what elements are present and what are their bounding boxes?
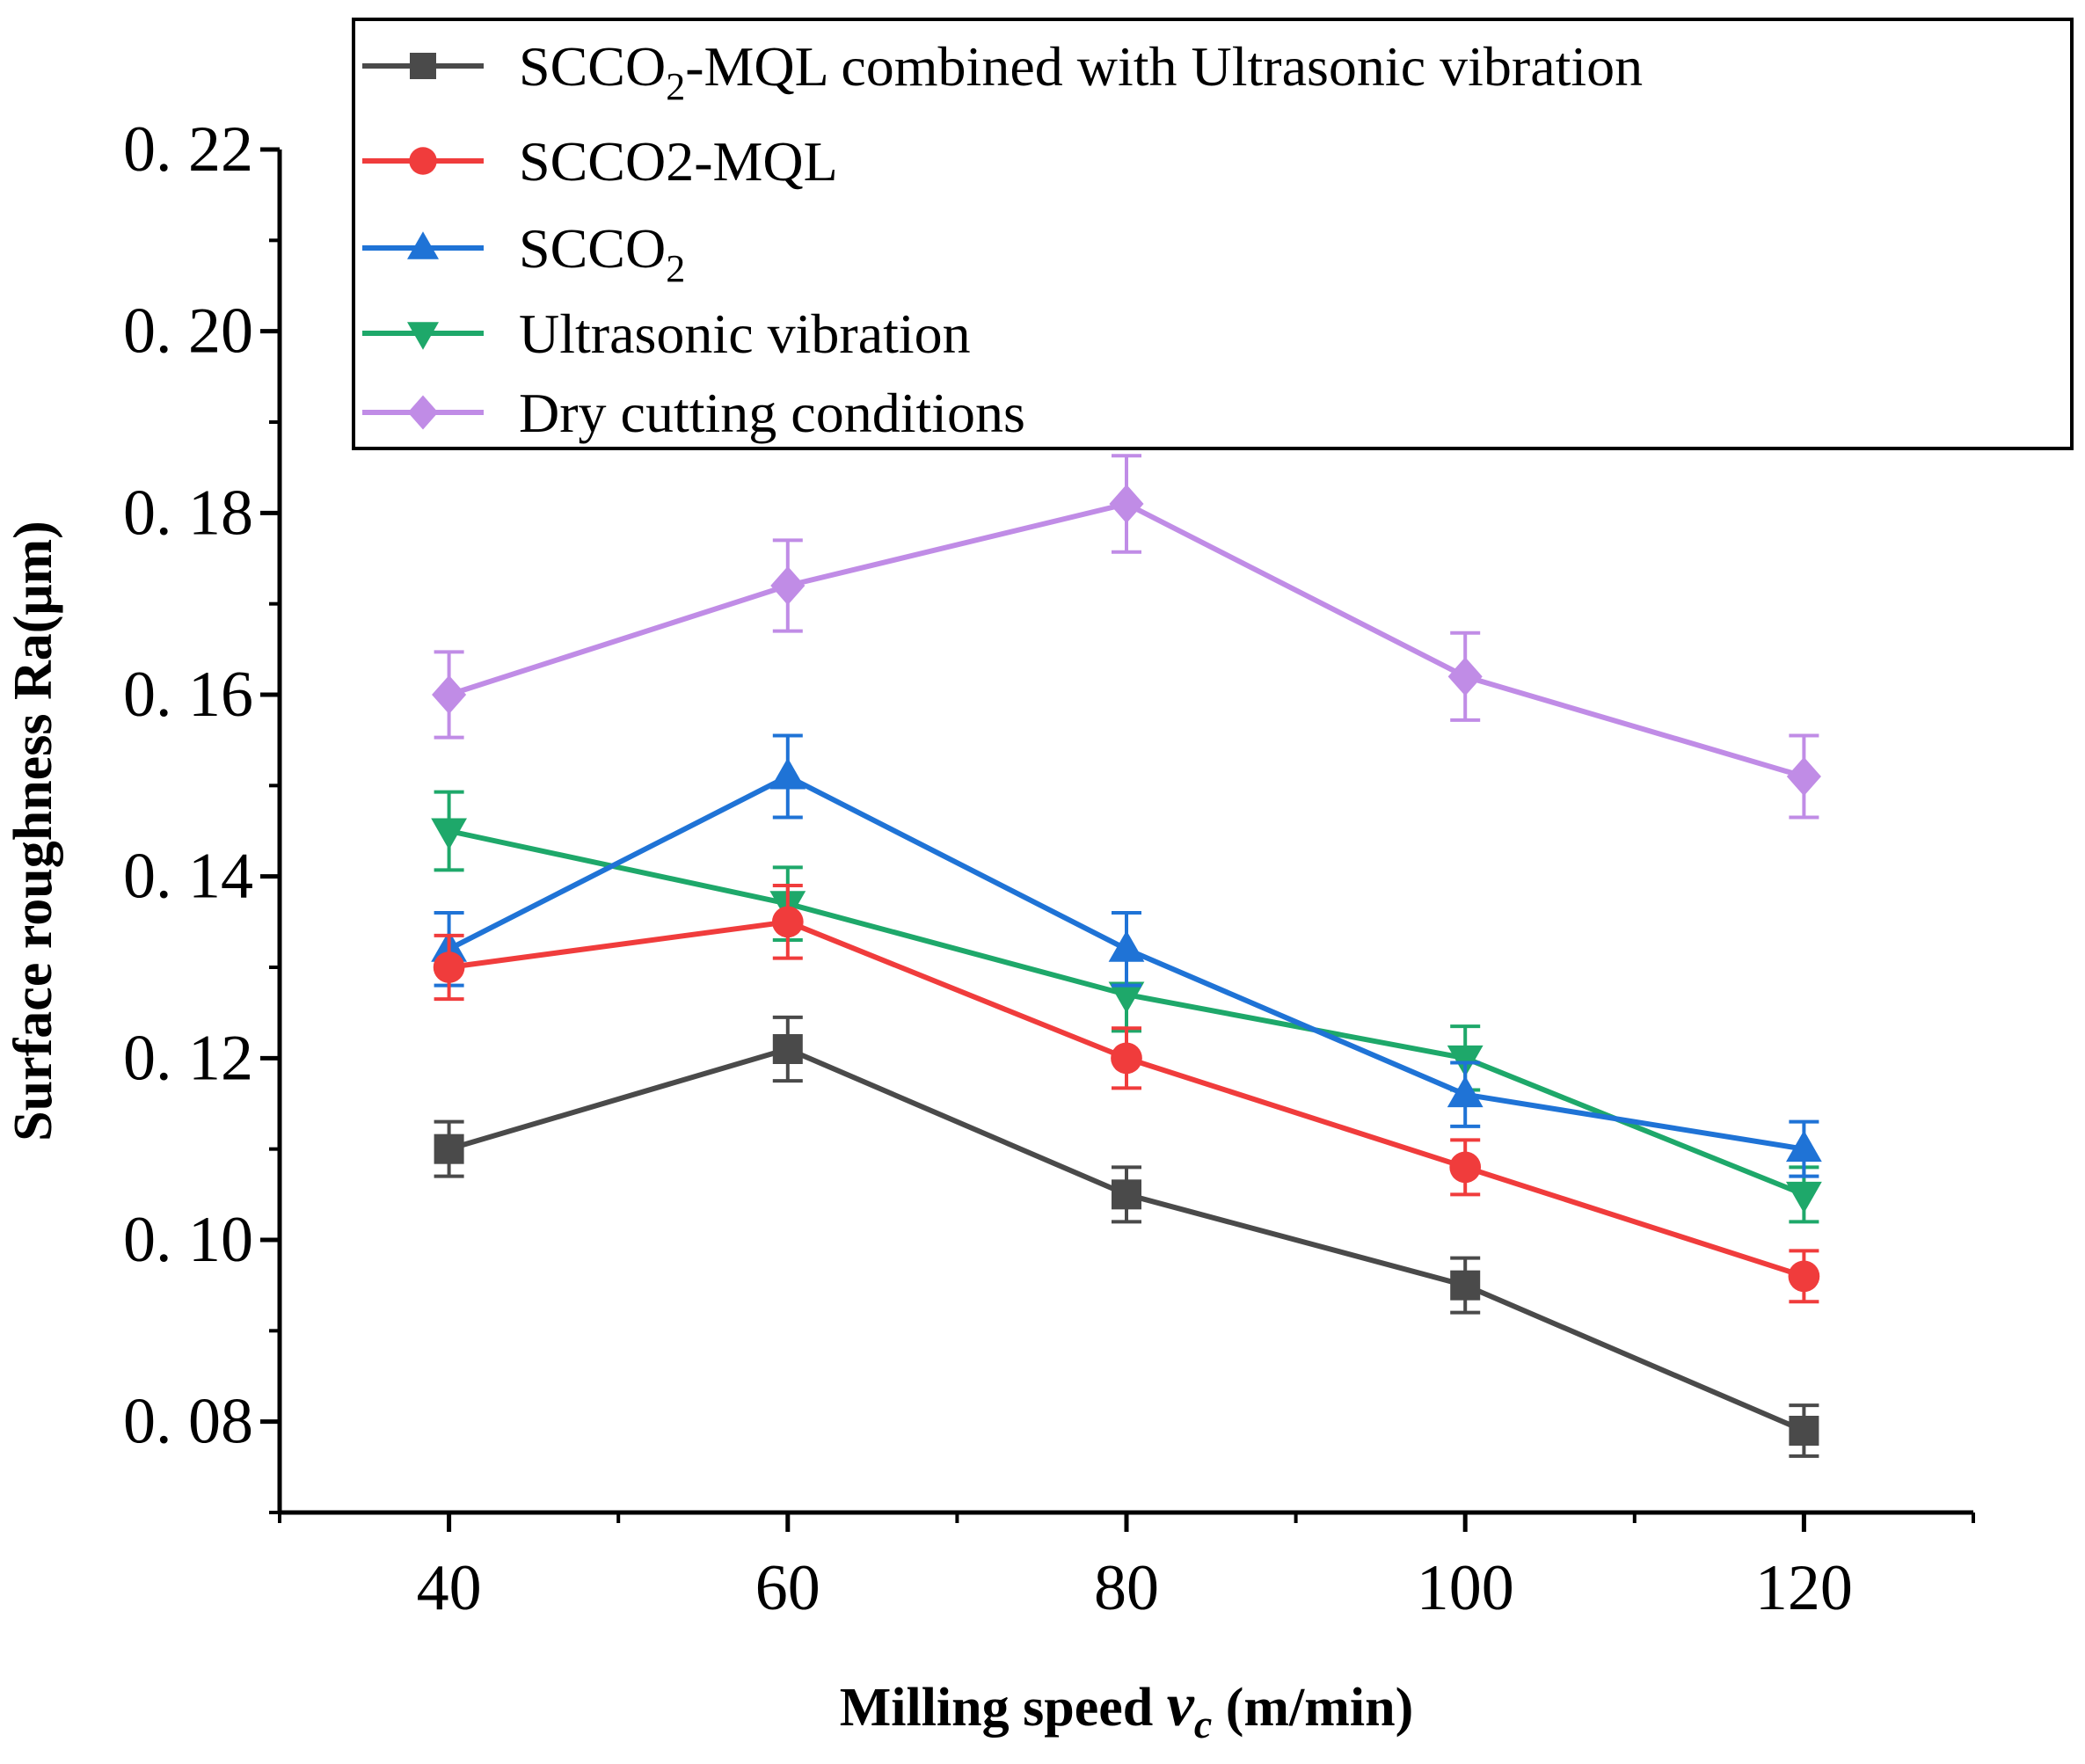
data-point xyxy=(772,1034,803,1064)
legend: SCCO2-MQL combined with Ultrasonic vibra… xyxy=(352,18,2074,450)
data-point xyxy=(769,757,806,790)
y-axis-title: Surface roughness Ra(μm) xyxy=(4,521,63,1141)
legend-marker xyxy=(409,147,437,175)
legend-entry: SCCO2-MQL combined with Ultrasonic vibra… xyxy=(362,35,1643,108)
data-point xyxy=(1108,930,1145,962)
x-tick-label: 100 xyxy=(1417,1552,1514,1624)
series-0 xyxy=(434,1015,1819,1458)
legend-label: Ultrasonic vibration xyxy=(519,303,971,365)
legend-label: Dry cutting conditions xyxy=(519,382,1025,444)
series-4 xyxy=(432,454,1821,820)
data-point xyxy=(1108,981,1145,1014)
y-tick-label: 0. 22 xyxy=(123,113,253,186)
y-tick-label: 0. 16 xyxy=(123,659,253,731)
axis-titles: Milling speed vc (m/min) Surface roughnes… xyxy=(4,521,1413,1746)
x-axis-title: Milling speed vc (m/min) xyxy=(840,1672,1414,1746)
data-point xyxy=(1112,1179,1141,1210)
series-line xyxy=(448,1046,1805,1433)
x-tick-label: 120 xyxy=(1755,1552,1853,1624)
legend-marker xyxy=(407,322,439,350)
legend-entry: Dry cutting conditions xyxy=(362,382,1025,444)
data-point xyxy=(431,818,467,850)
data-point xyxy=(1450,1270,1481,1301)
legend-label: SCCO2-MQL combined with Ultrasonic vibra… xyxy=(519,35,1643,108)
data-point xyxy=(1447,657,1483,696)
y-tick-label: 0. 14 xyxy=(123,841,253,913)
legend-marker xyxy=(410,53,436,79)
legend-entry: SCCO2 xyxy=(362,217,685,290)
data-point xyxy=(1789,1416,1819,1446)
series-1 xyxy=(433,884,1820,1304)
data-point xyxy=(433,951,465,983)
legend-label: SCCO2-MQL xyxy=(519,130,838,193)
data-point xyxy=(434,1133,464,1164)
data-point xyxy=(1449,1151,1482,1184)
axes: 0. 08 0. 10 0. 12 0. 14 0. 16 0. 18 0. 20 0. 22… xyxy=(123,113,1975,1624)
data-point xyxy=(1447,1075,1484,1108)
legend-entry: Ultrasonic vibration xyxy=(362,303,971,365)
x-tick-label: 80 xyxy=(1094,1552,1159,1624)
x-tick-label: 40 xyxy=(417,1552,482,1624)
data-point xyxy=(771,906,804,938)
y-tick-label: 0. 08 xyxy=(123,1386,253,1458)
data-point xyxy=(1109,484,1144,524)
series-layer xyxy=(431,454,1822,1458)
legend-marker xyxy=(407,395,439,430)
data-point xyxy=(1788,1260,1820,1293)
data-point xyxy=(770,565,806,606)
y-tick-label: 0. 20 xyxy=(123,295,253,368)
legend-marker xyxy=(407,231,439,259)
legend-entry: SCCO2-MQL xyxy=(362,130,838,193)
data-point xyxy=(1786,756,1821,797)
data-point xyxy=(1786,1130,1822,1163)
y-tick-label: 0. 12 xyxy=(123,1022,253,1094)
data-point xyxy=(1786,1181,1822,1214)
y-tick-label: 0. 18 xyxy=(123,477,253,549)
x-tick-label: 60 xyxy=(755,1552,820,1624)
data-point xyxy=(432,674,467,715)
series-2 xyxy=(431,733,1822,1178)
y-tick-label: 0. 10 xyxy=(123,1204,253,1276)
series-3 xyxy=(431,790,1822,1224)
legend-label: SCCO2 xyxy=(519,217,685,290)
data-point xyxy=(1111,1042,1142,1075)
legend-box xyxy=(352,18,2074,450)
